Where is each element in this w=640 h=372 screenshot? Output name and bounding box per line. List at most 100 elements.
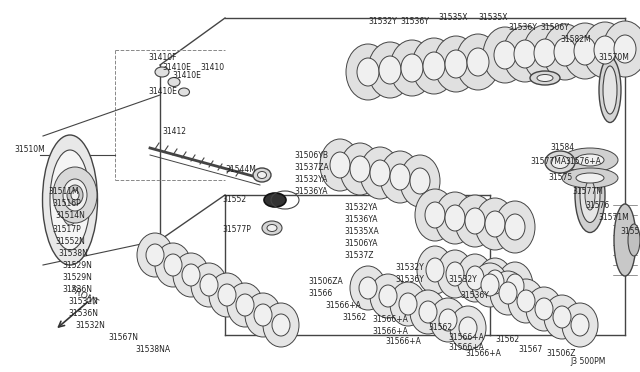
Ellipse shape	[137, 233, 173, 277]
Ellipse shape	[465, 208, 485, 234]
Text: 31566+A: 31566+A	[385, 337, 421, 346]
Ellipse shape	[191, 263, 227, 307]
Ellipse shape	[379, 285, 397, 307]
Ellipse shape	[585, 180, 595, 210]
Text: 31555: 31555	[620, 228, 640, 237]
Text: 31511M: 31511M	[48, 187, 79, 196]
Ellipse shape	[580, 167, 600, 222]
Text: J3 500PM: J3 500PM	[570, 357, 605, 366]
Ellipse shape	[553, 306, 571, 328]
Ellipse shape	[359, 277, 377, 299]
Ellipse shape	[67, 185, 83, 205]
Ellipse shape	[417, 246, 453, 294]
Text: 31410E: 31410E	[148, 87, 177, 96]
Ellipse shape	[545, 151, 575, 173]
Ellipse shape	[508, 279, 544, 323]
Ellipse shape	[200, 274, 218, 296]
Ellipse shape	[410, 168, 430, 194]
Text: 31536YA: 31536YA	[344, 215, 378, 224]
Ellipse shape	[368, 42, 412, 98]
Ellipse shape	[523, 25, 567, 81]
Ellipse shape	[505, 214, 525, 240]
Ellipse shape	[168, 77, 180, 87]
Text: 31567: 31567	[518, 346, 542, 355]
Ellipse shape	[603, 66, 617, 114]
Text: 31506YA: 31506YA	[344, 240, 378, 248]
Ellipse shape	[551, 155, 569, 169]
Text: 31552N: 31552N	[55, 237, 85, 247]
Ellipse shape	[466, 266, 484, 290]
Ellipse shape	[426, 258, 444, 282]
Ellipse shape	[412, 38, 456, 94]
Ellipse shape	[562, 168, 618, 188]
Text: 31506YB: 31506YB	[294, 151, 328, 160]
Text: 31566+A: 31566+A	[465, 350, 501, 359]
Text: 31562: 31562	[428, 323, 452, 331]
Ellipse shape	[423, 52, 445, 80]
Ellipse shape	[415, 189, 455, 241]
Ellipse shape	[562, 303, 598, 347]
Ellipse shape	[575, 157, 605, 232]
Ellipse shape	[534, 39, 556, 67]
Ellipse shape	[63, 179, 87, 211]
Text: 31532YA: 31532YA	[344, 203, 378, 212]
Text: 31410E: 31410E	[162, 62, 191, 71]
Ellipse shape	[400, 155, 440, 207]
Ellipse shape	[437, 250, 473, 298]
Ellipse shape	[360, 147, 400, 199]
Text: 31562: 31562	[342, 312, 366, 321]
Text: 31517P: 31517P	[52, 225, 81, 234]
Ellipse shape	[455, 195, 495, 247]
Ellipse shape	[60, 175, 80, 225]
Text: 31577MA: 31577MA	[530, 157, 566, 167]
Ellipse shape	[514, 40, 536, 68]
Ellipse shape	[350, 266, 386, 310]
Text: 31506Z: 31506Z	[546, 350, 575, 359]
Text: 31538NA: 31538NA	[135, 346, 170, 355]
Text: 31532Y: 31532Y	[395, 263, 424, 273]
Text: 31552: 31552	[222, 196, 246, 205]
Ellipse shape	[155, 243, 191, 287]
Text: 31562: 31562	[495, 336, 519, 344]
Ellipse shape	[434, 36, 478, 92]
Text: 31566: 31566	[308, 289, 332, 298]
Ellipse shape	[209, 273, 245, 317]
Ellipse shape	[456, 34, 500, 90]
Ellipse shape	[399, 293, 417, 315]
Text: 31566+A: 31566+A	[372, 315, 408, 324]
Text: 31536Y: 31536Y	[400, 17, 429, 26]
Text: 31577M: 31577M	[572, 187, 603, 196]
Text: 31536N: 31536N	[68, 310, 98, 318]
Text: 31510M: 31510M	[14, 145, 45, 154]
Ellipse shape	[614, 204, 636, 276]
Ellipse shape	[562, 148, 618, 172]
Text: 31410F: 31410F	[148, 54, 177, 62]
Ellipse shape	[563, 23, 607, 79]
Ellipse shape	[457, 254, 493, 302]
Ellipse shape	[485, 211, 505, 237]
Ellipse shape	[576, 173, 604, 183]
Ellipse shape	[475, 198, 515, 250]
Text: 31566+A: 31566+A	[448, 333, 484, 341]
Ellipse shape	[481, 274, 499, 296]
Ellipse shape	[517, 290, 535, 312]
Ellipse shape	[340, 143, 380, 195]
Ellipse shape	[257, 171, 266, 179]
Ellipse shape	[628, 224, 640, 256]
Text: 31536N: 31536N	[62, 285, 92, 295]
Ellipse shape	[614, 35, 636, 63]
Ellipse shape	[350, 156, 370, 182]
Ellipse shape	[543, 24, 587, 80]
Text: 31566+A: 31566+A	[448, 343, 484, 352]
Ellipse shape	[537, 74, 553, 81]
Ellipse shape	[419, 301, 437, 323]
Ellipse shape	[390, 164, 410, 190]
Ellipse shape	[267, 224, 277, 231]
Ellipse shape	[370, 160, 390, 186]
Text: 31535X: 31535X	[438, 13, 467, 22]
Text: 31576: 31576	[585, 201, 609, 209]
Ellipse shape	[218, 284, 236, 306]
Ellipse shape	[370, 274, 406, 318]
Ellipse shape	[430, 298, 466, 342]
Ellipse shape	[526, 287, 562, 331]
